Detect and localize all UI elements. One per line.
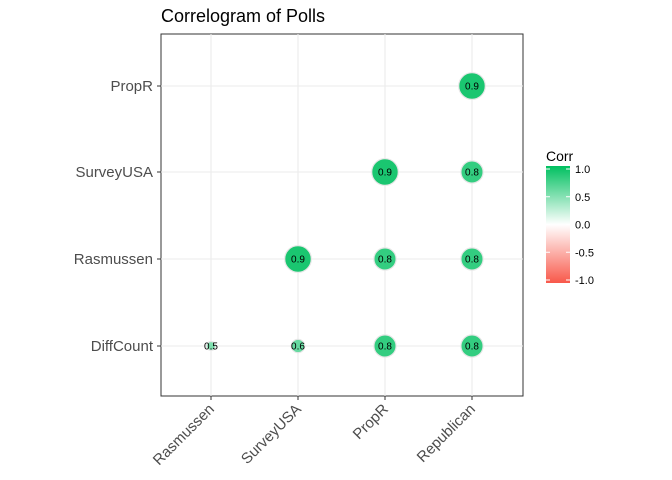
- legend-tick-label-2: 0.0: [575, 220, 590, 232]
- ytick-label-diffcount: DiffCount: [91, 338, 154, 355]
- point-propr-surveyusa: [371, 158, 399, 186]
- xtick-label-rasmussen: Rasmussen: [150, 401, 218, 469]
- x-axis: Rasmussen SurveyUSA PropR Republican: [150, 396, 479, 469]
- point-label-surveyusa-diffcount: 0.6: [291, 342, 305, 353]
- point-label-republican-rasmussen: 0.8: [465, 255, 479, 266]
- point-label-republican-surveyusa: 0.8: [465, 168, 479, 179]
- point-surveyusa-rasmussen: [284, 245, 312, 273]
- point-label-republican-propr: 0.9: [465, 82, 479, 93]
- point-rasmussen-diffcount: [205, 340, 217, 352]
- point-republican-diffcount: [460, 334, 484, 358]
- points-layer: [205, 72, 486, 358]
- point-label-propr-diffcount: 0.8: [378, 342, 392, 353]
- point-republican-surveyusa: [460, 160, 484, 184]
- legend-tick-label-0: 1.0: [575, 164, 590, 176]
- point-republican-propr: [458, 72, 486, 100]
- point-label-surveyusa-rasmussen: 0.9: [291, 255, 305, 266]
- point-surveyusa-diffcount: [290, 338, 306, 354]
- ytick-label-surveyusa: SurveyUSA: [75, 164, 153, 181]
- labels-layer: 0.9 0.9 0.8 0.9 0.8 0.8 0.5 0.6 0.8 0.8: [204, 82, 479, 353]
- ytick-label-propr: PropR: [110, 78, 153, 95]
- xtick-label-republican: Republican: [414, 401, 479, 466]
- xtick-label-propr: PropR: [350, 401, 392, 443]
- y-axis: DiffCount Rasmussen SurveyUSA PropR: [74, 78, 161, 355]
- point-propr-rasmussen: [373, 247, 397, 271]
- chart-title: Correlogram of Polls: [161, 6, 325, 26]
- point-label-republican-diffcount: 0.8: [465, 342, 479, 353]
- legend-tick-label-4: -1.0: [575, 275, 594, 287]
- point-republican-rasmussen: [460, 247, 484, 271]
- point-label-rasmussen-diffcount: 0.5: [204, 342, 218, 353]
- ytick-label-rasmussen: Rasmussen: [74, 251, 153, 268]
- legend: Corr 1.0 0.5 0.0 -0.5 -1.0: [546, 148, 594, 287]
- legend-tick-label-1: 0.5: [575, 192, 590, 204]
- xtick-label-surveyusa: SurveyUSA: [238, 401, 305, 468]
- point-label-propr-rasmussen: 0.8: [378, 255, 392, 266]
- legend-title: Corr: [546, 148, 574, 164]
- legend-tick-label-3: -0.5: [575, 247, 594, 259]
- point-label-propr-surveyusa: 0.9: [378, 168, 392, 179]
- point-propr-diffcount: [373, 334, 397, 358]
